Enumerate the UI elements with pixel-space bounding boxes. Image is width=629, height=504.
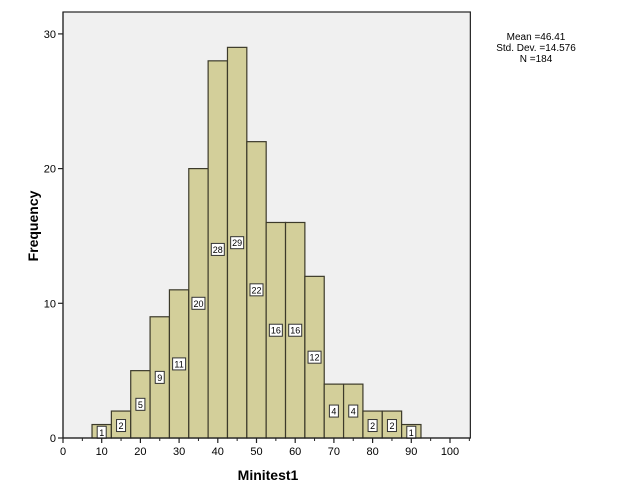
- svg-text:1: 1: [99, 428, 104, 438]
- svg-text:16: 16: [290, 326, 300, 336]
- std-dev-stat: Std. Dev. =14.576: [496, 43, 576, 54]
- svg-text:29: 29: [232, 238, 242, 248]
- y-tick-label: 30: [44, 29, 56, 41]
- bar-value-label: 1: [406, 425, 417, 439]
- bar-value-label: 5: [135, 397, 146, 411]
- bar-value-label: 28: [210, 242, 225, 256]
- bar-value-label: 20: [191, 296, 206, 310]
- bar-value-label: 11: [172, 357, 187, 371]
- bar-value-label: 4: [348, 404, 359, 418]
- bar-value-label: 2: [367, 419, 378, 433]
- svg-text:12: 12: [310, 353, 320, 363]
- y-tick-label: 10: [44, 298, 56, 310]
- x-tick-label: 0: [60, 446, 66, 458]
- x-axis-title: Minitest1: [238, 467, 299, 483]
- x-tick-label: 30: [173, 446, 185, 458]
- bar-value-label: 16: [288, 323, 303, 337]
- x-axis: 0 10 20 30 40 50 60 70 80 90 100: [60, 437, 471, 458]
- bar-value-label: 29: [230, 236, 245, 250]
- bar-value-label: 9: [154, 370, 165, 384]
- x-tick-label: 10: [96, 446, 108, 458]
- x-tick-label: 60: [289, 446, 301, 458]
- bar-value-label: 1: [96, 425, 107, 439]
- y-tick-label: 20: [44, 164, 56, 176]
- summary-statistics: Mean =46.41 Std. Dev. =14.576 N =184: [480, 32, 592, 65]
- svg-text:22: 22: [251, 285, 261, 295]
- svg-text:28: 28: [213, 245, 223, 255]
- bar-value-label: 4: [328, 404, 339, 418]
- bar-value-label: 2: [386, 419, 397, 433]
- svg-text:11: 11: [174, 359, 183, 369]
- x-tick-label: 90: [405, 446, 417, 458]
- svg-text:20: 20: [193, 299, 203, 309]
- svg-text:2: 2: [389, 421, 394, 431]
- x-tick-label: 20: [134, 446, 146, 458]
- y-axis: 0 10 20 30: [44, 12, 64, 445]
- y-tick-label: 0: [50, 433, 56, 445]
- y-axis-title: Frequency: [25, 190, 41, 261]
- svg-text:1: 1: [409, 428, 414, 438]
- svg-text:5: 5: [138, 400, 143, 410]
- n-stat: N =184: [519, 54, 553, 65]
- x-tick-label: 80: [366, 446, 378, 458]
- svg-text:2: 2: [119, 421, 124, 431]
- x-tick-label: 40: [212, 446, 224, 458]
- x-tick-label: 70: [328, 446, 340, 458]
- x-tick-label: 100: [441, 446, 459, 458]
- svg-text:9: 9: [157, 373, 162, 383]
- svg-text:16: 16: [271, 326, 281, 336]
- svg-text:4: 4: [351, 407, 356, 417]
- bar-value-label: 12: [307, 350, 322, 364]
- bar-value-label: 2: [116, 419, 127, 433]
- bar-value-label: 22: [249, 283, 264, 297]
- x-tick-label: 50: [250, 446, 262, 458]
- mean-stat: Mean =46.41: [506, 32, 566, 43]
- bar-value-label: 16: [268, 323, 283, 337]
- svg-text:2: 2: [370, 421, 375, 431]
- svg-text:4: 4: [331, 407, 336, 417]
